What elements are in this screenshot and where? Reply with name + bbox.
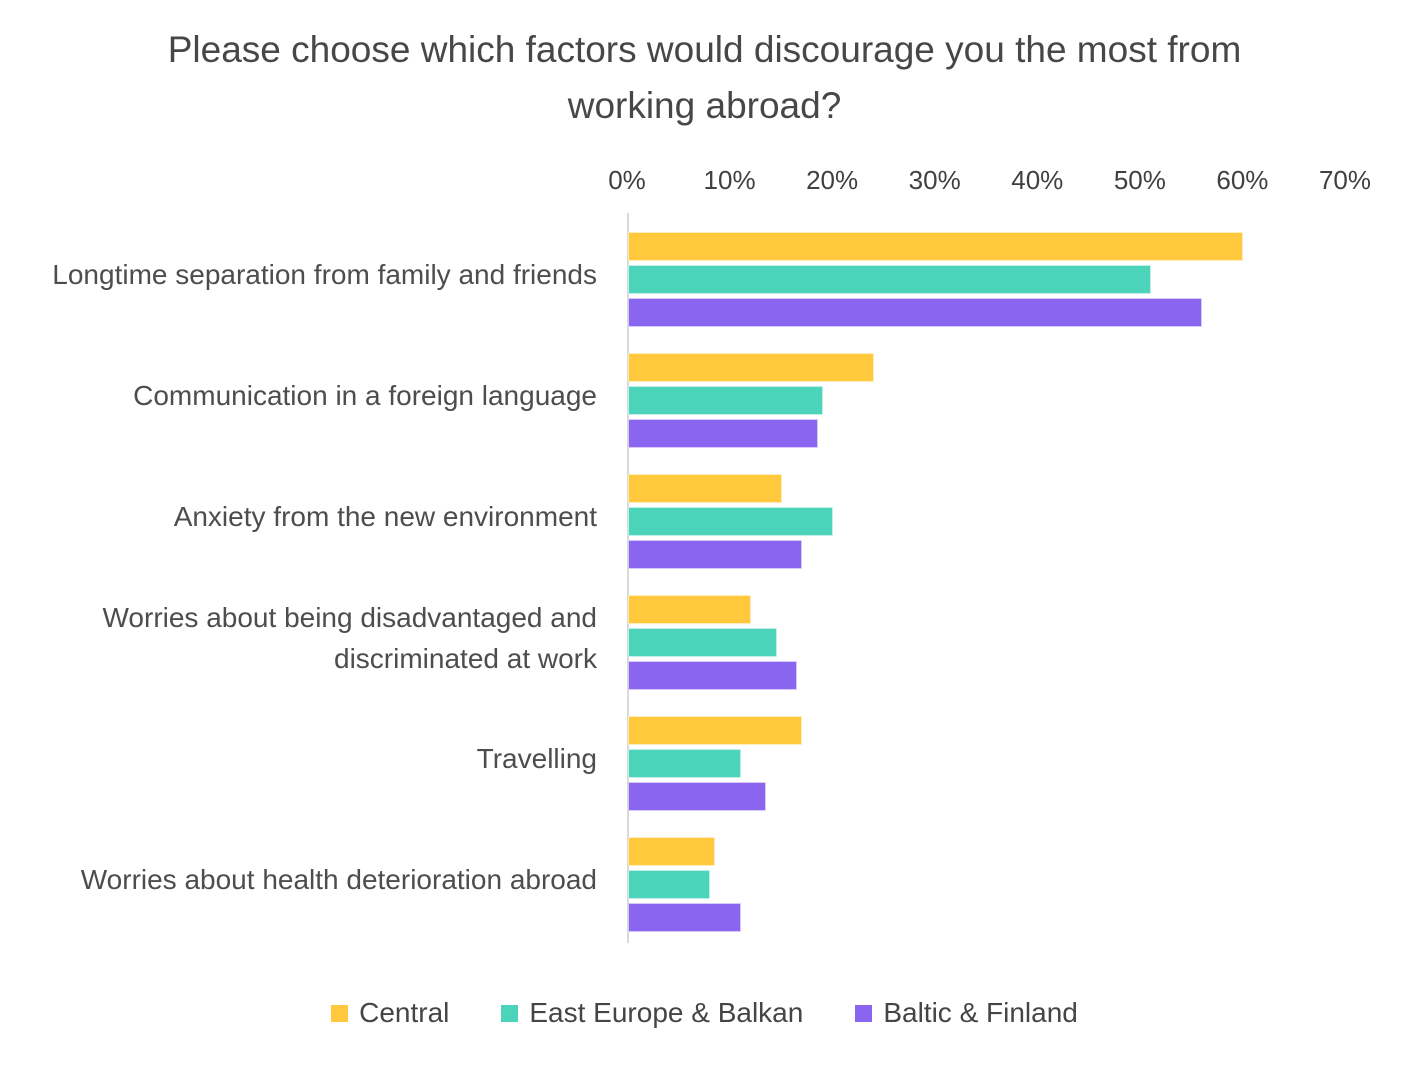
legend-item: Baltic & Finland	[855, 997, 1078, 1029]
legend-swatch-icon	[501, 1004, 519, 1022]
bar-baltic-finland	[628, 298, 1203, 327]
category-label: Longtime separation from family and frie…	[0, 215, 597, 336]
x-tick-label: 10%	[703, 165, 756, 195]
bar-central	[628, 232, 1244, 261]
bar-east-europe-balkan	[628, 628, 777, 657]
chart-title: Please choose which factors would discou…	[167, 29, 1242, 126]
category-label: Anxiety from the new environment	[0, 457, 597, 578]
category-label: Communication in a foreign language	[0, 336, 597, 457]
bar-central	[628, 716, 803, 745]
category-label-text: Travelling	[476, 743, 597, 775]
x-tick-label: 30%	[908, 165, 961, 195]
bar-east-europe-balkan	[628, 265, 1152, 294]
category-label-text: Worries about being disadvantaged and di…	[102, 601, 598, 674]
x-tick-label: 20%	[806, 165, 859, 195]
bar-east-europe-balkan	[628, 507, 834, 536]
legend-item: East Europe & Balkan	[501, 997, 803, 1029]
bar-central	[628, 474, 782, 503]
bar-baltic-finland	[628, 903, 741, 932]
category-label-text: Longtime separation from family and frie…	[52, 259, 597, 291]
bar-central	[628, 595, 752, 624]
category-label: Worries about health deterioration abroa…	[0, 820, 597, 941]
x-tick-label: 0%	[608, 165, 646, 195]
category-label: Worries about being disadvantaged and di…	[0, 578, 598, 699]
bar-baltic-finland	[628, 540, 803, 569]
bar-central	[628, 353, 875, 382]
x-tick-label: 60%	[1216, 165, 1269, 195]
legend-swatch-icon	[331, 1004, 349, 1022]
bar-baltic-finland	[628, 661, 798, 690]
bar-east-europe-balkan	[628, 870, 711, 899]
bar-east-europe-balkan	[628, 749, 741, 778]
x-tick-label: 70%	[1318, 165, 1372, 195]
x-tick-label: 40%	[1011, 165, 1064, 195]
category-label-text: Anxiety from the new environment	[173, 501, 597, 533]
legend-item: Central	[331, 997, 449, 1029]
bar-baltic-finland	[628, 782, 767, 811]
legend-label: East Europe & Balkan	[529, 997, 804, 1028]
legend-label: Baltic & Finland	[883, 997, 1078, 1028]
category-label-text: Worries about health deterioration abroa…	[80, 864, 597, 896]
legend-swatch-icon	[855, 1004, 873, 1022]
category-label: Travelling	[0, 699, 597, 820]
legend: Central East Europe & Balkan Baltic & Finl…	[0, 997, 1409, 1029]
bar-baltic-finland	[628, 419, 818, 448]
category-label-text: Communication in a foreign language	[133, 380, 597, 412]
bar-central	[628, 837, 716, 866]
bar-east-europe-balkan	[628, 386, 823, 415]
legend-label: Central	[359, 997, 450, 1028]
x-tick-label: 50%	[1113, 165, 1166, 195]
y-axis-line	[627, 213, 629, 943]
